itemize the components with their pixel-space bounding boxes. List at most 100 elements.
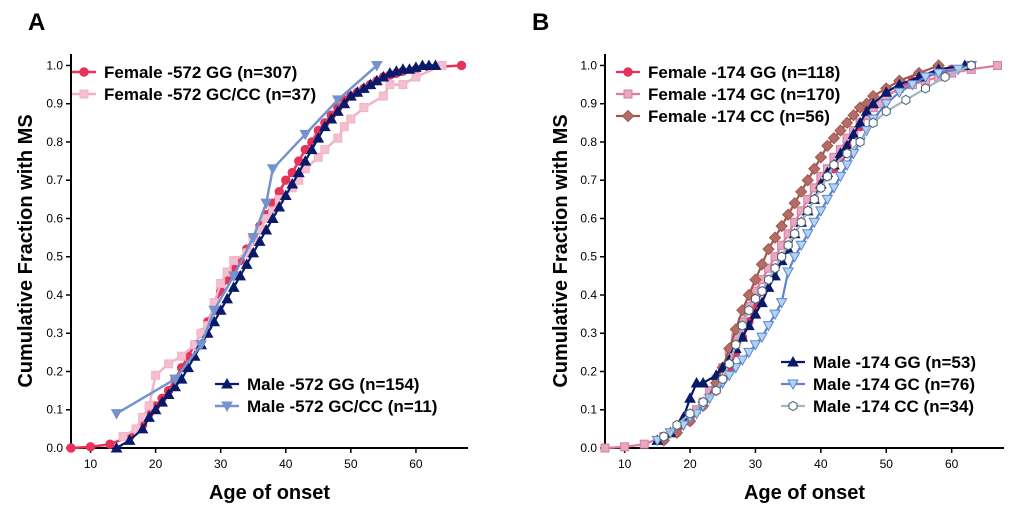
data-point bbox=[803, 205, 813, 217]
data-point bbox=[731, 339, 741, 350]
data-point bbox=[164, 359, 174, 369]
data-point bbox=[639, 439, 649, 449]
data-point bbox=[711, 385, 721, 396]
data-point bbox=[901, 94, 911, 106]
data-point bbox=[273, 200, 286, 212]
data-point bbox=[136, 422, 149, 434]
data-point bbox=[240, 258, 253, 269]
data-point bbox=[842, 148, 852, 159]
x-axis-title: Age of onset bbox=[744, 482, 865, 504]
data-point bbox=[85, 442, 96, 452]
y-tick-label: 0.6 bbox=[46, 211, 63, 225]
x-tick-label: 40 bbox=[814, 457, 828, 471]
legend-marker bbox=[79, 67, 89, 77]
data-point bbox=[881, 106, 891, 117]
legend-label: Female -572 GG (n=307) bbox=[104, 63, 297, 82]
y-tick-label: 0.8 bbox=[46, 135, 63, 149]
data-point bbox=[775, 219, 788, 233]
legend: Female -174 GG (n=118) Female -174 GC (n=… bbox=[616, 63, 840, 126]
data-point bbox=[966, 60, 976, 71]
data-point bbox=[829, 159, 839, 171]
data-point bbox=[266, 164, 279, 175]
y-tick-label: 0.1 bbox=[46, 403, 63, 417]
legend-label: Male -572 GC/CC (n=11) bbox=[247, 397, 437, 416]
y-tick-label: 0.3 bbox=[46, 326, 63, 340]
data-point bbox=[834, 124, 847, 137]
data-point bbox=[110, 441, 123, 453]
data-point bbox=[698, 396, 708, 408]
data-point bbox=[749, 273, 762, 286]
x-tick-label: 50 bbox=[880, 457, 894, 471]
data-point bbox=[854, 116, 866, 128]
y-tick-label: 1.0 bbox=[580, 58, 597, 72]
data-point bbox=[762, 242, 775, 256]
legend-label: Male -174 GC (n=76) bbox=[813, 375, 975, 394]
series-4 bbox=[110, 60, 383, 420]
data-point bbox=[769, 309, 781, 321]
data-point bbox=[724, 358, 734, 370]
data-point bbox=[801, 229, 814, 240]
data-point bbox=[227, 281, 240, 292]
legend-item: Male -174 GC (n=76) bbox=[781, 375, 975, 394]
data-point bbox=[318, 120, 331, 132]
panel-letter: A bbox=[28, 9, 45, 36]
data-point bbox=[932, 68, 945, 80]
data-point bbox=[229, 256, 239, 266]
data-point bbox=[151, 370, 161, 380]
data-point bbox=[338, 97, 351, 109]
y-tick-label: 0.0 bbox=[46, 441, 63, 455]
data-point bbox=[821, 194, 834, 206]
data-point bbox=[847, 108, 860, 122]
data-point bbox=[411, 72, 421, 82]
y-tick-label: 0.0 bbox=[580, 441, 597, 455]
data-point bbox=[299, 155, 312, 166]
data-point bbox=[762, 321, 775, 332]
data-point bbox=[385, 80, 395, 90]
data-point bbox=[906, 80, 919, 91]
data-point bbox=[756, 296, 768, 308]
legend-item: Male -572 GC/CC (n=11) bbox=[215, 397, 437, 416]
data-point bbox=[371, 60, 383, 72]
legend-label: Male -174 CC (n=34) bbox=[813, 397, 974, 416]
data-point bbox=[325, 112, 338, 124]
legend-item: Female -174 GG (n=118) bbox=[616, 63, 840, 82]
legend-label: Male -572 GG (n=154) bbox=[247, 375, 419, 394]
data-point bbox=[156, 396, 168, 407]
legend-marker bbox=[621, 109, 635, 123]
data-point bbox=[770, 263, 780, 274]
data-point bbox=[398, 80, 408, 90]
legend-item: Female -572 GG (n=307) bbox=[72, 63, 297, 82]
data-point bbox=[868, 117, 878, 129]
y-tick-label: 0.9 bbox=[580, 97, 597, 111]
data-point bbox=[919, 72, 932, 83]
x-tick-label: 30 bbox=[749, 457, 763, 471]
data-point bbox=[110, 409, 123, 420]
y-tick-label: 0.5 bbox=[580, 250, 597, 264]
data-point bbox=[378, 91, 388, 101]
data-point bbox=[723, 370, 736, 382]
data-point bbox=[320, 145, 330, 155]
legend-item: Male -174 CC (n=34) bbox=[781, 397, 974, 416]
data-point bbox=[659, 431, 669, 442]
data-point bbox=[214, 304, 227, 315]
data-point bbox=[788, 252, 801, 263]
legend-marker bbox=[788, 400, 798, 412]
data-point bbox=[736, 355, 749, 367]
data-point bbox=[757, 285, 767, 297]
x-tick-label: 10 bbox=[618, 457, 632, 471]
data-point bbox=[768, 231, 782, 244]
legend-label: Female -174 GC (n=170) bbox=[648, 85, 840, 104]
legend-item: Female -174 GC (n=170) bbox=[616, 85, 840, 104]
legend-label: Female -174 GG (n=118) bbox=[648, 63, 840, 82]
data-point bbox=[855, 136, 865, 148]
y-tick-label: 0.5 bbox=[46, 250, 63, 264]
data-point bbox=[749, 340, 762, 351]
data-point bbox=[253, 235, 266, 246]
data-point bbox=[620, 442, 630, 452]
legend-marker bbox=[787, 379, 799, 391]
legend-marker bbox=[221, 377, 233, 389]
data-point bbox=[781, 208, 795, 221]
data-point bbox=[828, 183, 840, 194]
y-axis-title: Cumulative Fraction with MS bbox=[550, 114, 572, 387]
